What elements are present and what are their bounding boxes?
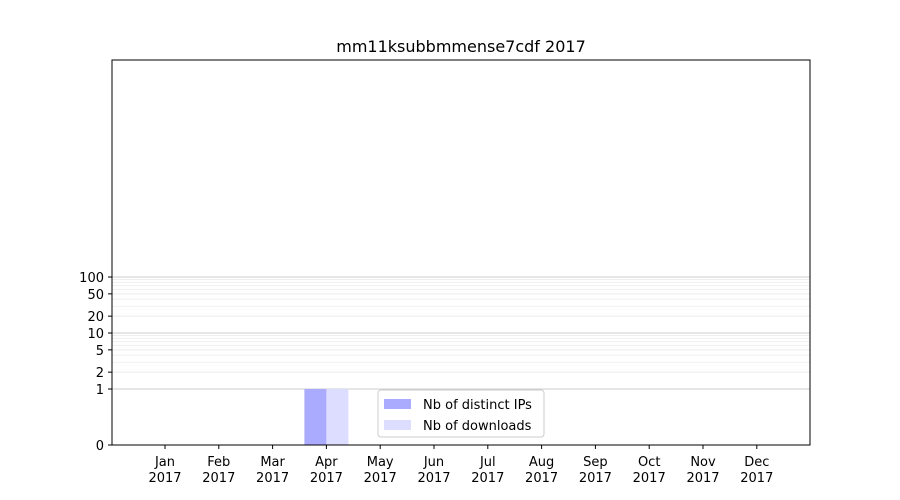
y-tick-label: 0 [96, 439, 104, 454]
legend-label: Nb of distinct IPs [423, 398, 532, 413]
x-tick-label-month: Oct [638, 455, 660, 470]
y-tick-label: 1 [96, 383, 104, 398]
x-tick-label-month: Feb [207, 455, 230, 470]
y-tick-label: 5 [96, 344, 104, 359]
x-tick-label-year: 2017 [740, 471, 773, 486]
x-tick-label-month: Sep [583, 455, 608, 470]
x-tick-label-year: 2017 [633, 471, 666, 486]
x-tick-label-month: Dec [744, 455, 769, 470]
y-tick-label: 2 [96, 366, 104, 381]
y-tick-label: 10 [87, 327, 104, 342]
legend-swatch [384, 399, 411, 409]
x-tick-label-year: 2017 [579, 471, 612, 486]
bars [304, 389, 349, 445]
bar-downloads [326, 389, 349, 445]
bar-distinct-ips [304, 389, 327, 445]
x-tick-label-month: Jul [479, 455, 496, 470]
x-tick-label-month: Aug [529, 455, 554, 470]
y-axis: 0 1 2 5 10 20 50 100 [79, 271, 112, 454]
legend-label: Nb of downloads [423, 419, 532, 434]
plot-frame [111, 59, 811, 446]
x-tick-label-month: May [367, 455, 394, 470]
legend-swatch [384, 420, 411, 430]
x-tick-label-year: 2017 [310, 471, 343, 486]
x-tick-label-month: Jan [154, 455, 175, 470]
x-tick-label-year: 2017 [256, 471, 289, 486]
x-tick-label-year: 2017 [471, 471, 504, 486]
x-tick-label-year: 2017 [686, 471, 719, 486]
y-tick-label: 20 [87, 310, 104, 325]
legend: Nb of distinct IPs Nb of downloads [377, 389, 545, 438]
y-tick-label: 100 [79, 271, 104, 286]
chart-title: mm11ksubbmmense7cdf 2017 [336, 37, 586, 56]
x-tick-label-month: Apr [315, 455, 338, 470]
x-tick-label-year: 2017 [364, 471, 397, 486]
x-tick-label-year: 2017 [148, 471, 181, 486]
x-tick-label-year: 2017 [202, 471, 235, 486]
x-tick-label-month: Nov [690, 455, 716, 470]
grid-lines [112, 276, 810, 390]
x-tick-label-month: Mar [260, 455, 285, 470]
x-tick-label-year: 2017 [417, 471, 450, 486]
x-axis: Jan2017Feb2017Mar2017Apr2017May2017Jun20… [148, 445, 773, 486]
x-tick-label-year: 2017 [525, 471, 558, 486]
legend-box [377, 389, 545, 438]
y-tick-label: 50 [87, 288, 104, 303]
x-tick-label-month: Jun [423, 455, 444, 470]
